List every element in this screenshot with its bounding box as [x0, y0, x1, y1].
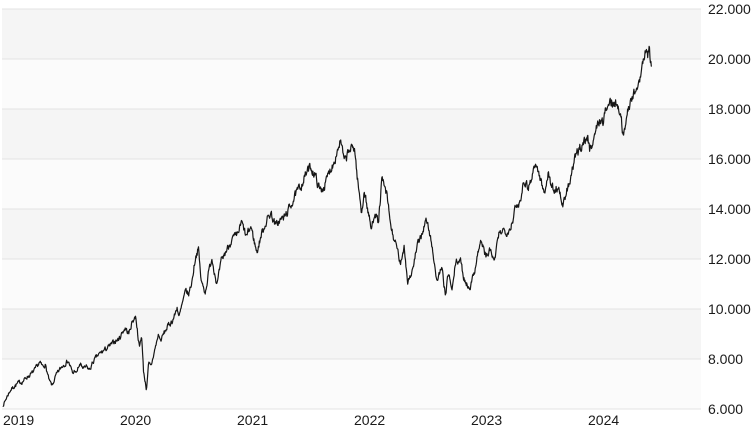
- y-tick-label: 16.000: [708, 151, 751, 167]
- x-tick-label: 2023: [471, 412, 503, 428]
- plot-band: [2, 359, 701, 409]
- x-tick-label: 2022: [354, 412, 386, 428]
- y-tick-label: 18.000: [708, 101, 751, 117]
- plot-band: [2, 9, 701, 59]
- y-tick-label: 8.000: [708, 351, 744, 367]
- y-tick-label: 12.000: [708, 251, 751, 267]
- plot-band: [2, 109, 701, 159]
- plot-band: [2, 59, 701, 109]
- y-tick-label: 6.000: [708, 401, 744, 417]
- x-tick-label: 2024: [588, 412, 620, 428]
- x-tick-label: 2019: [3, 412, 35, 428]
- plot-band: [2, 259, 701, 309]
- price-line: [2, 45, 652, 407]
- y-tick-label: 14.000: [708, 201, 751, 217]
- x-tick-label: 2021: [237, 412, 269, 428]
- plot-band: [2, 209, 701, 259]
- y-tick-label: 22.000: [708, 1, 751, 17]
- plot-band: [2, 309, 701, 359]
- plot-band: [2, 159, 701, 209]
- x-tick-label: 2020: [120, 412, 152, 428]
- y-tick-label: 10.000: [708, 301, 751, 317]
- y-tick-label: 20.000: [708, 51, 751, 67]
